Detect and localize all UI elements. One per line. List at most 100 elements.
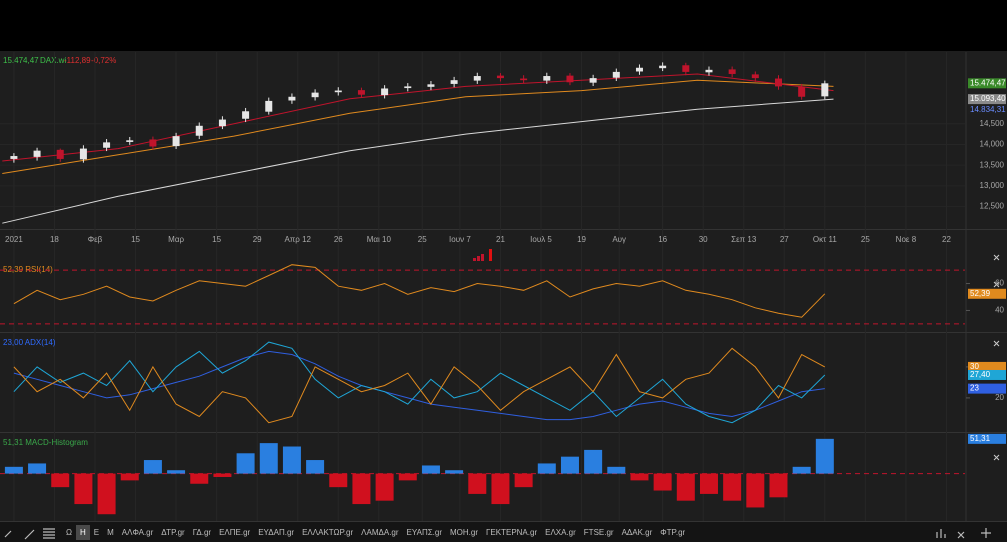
histogram-bar [329,473,348,488]
header: 15.474,47 DAX.wi -112,89 -0,72% [3,56,116,65]
histogram-bar [375,473,394,501]
candle-body [265,100,273,112]
candle-body [612,71,620,78]
indicator-label: 51,31 MACD-Histogram [3,438,88,447]
tab[interactable]: ΓΕΚΤΕΡΝΑ.gr [486,528,538,537]
x-tick-label: 15 [212,235,221,244]
histogram-bar [213,473,232,477]
tab[interactable]: ΔΤΡ.gr [161,528,185,537]
tab[interactable]: ΑΛΦΑ.gr [121,528,154,537]
x-tick-label: 19 [577,235,586,244]
histogram-bar [746,473,765,508]
price-tag [968,288,1006,299]
histogram-bar [815,438,834,474]
indicator-line [13,341,826,424]
candle-body [543,76,551,81]
candle-body [450,80,458,84]
tab[interactable]: ΕΛΧΑ.gr [545,528,576,537]
price-tag-label: 14.834,31 [970,105,1006,114]
x-tick-label: Μαι 10 [367,235,392,244]
x-tick-label: 2021 [5,235,23,244]
tab[interactable]: ΕΛΛΑΚΤΩΡ.gr [302,528,354,537]
x-tick-label: 22 [942,235,951,244]
tab[interactable]: ΕΛΠΕ.gr [219,528,251,537]
price-tag [968,104,1006,115]
price-tag-label: 15.093,40 [970,94,1006,103]
candle-body [473,76,481,81]
price-tag-label: 51,31 [970,434,991,443]
close-icons[interactable] [993,254,1000,461]
histogram-bar [306,460,325,474]
price-tag-label: 23 [970,384,979,393]
y-tick-label: 60 [995,279,1004,288]
histogram-bar [445,470,464,474]
tab[interactable]: ΕΥΑΠΣ.gr [406,528,443,537]
candle-body [728,69,736,74]
tab[interactable]: Η [75,525,90,540]
price-tag [968,361,1006,372]
histogram-bar [560,456,579,474]
x-tick-label: 29 [253,235,262,244]
tab[interactable]: ΑΔΑΚ.gr [621,528,653,537]
y-tick-label: 14,000 [980,140,1005,149]
x-tick-label: 26 [334,235,343,244]
tab[interactable]: ΦΤΡ.gr [660,528,686,537]
tab-bar: Ω Η Ε Μ ΑΛΦΑ.gr ΔΤΡ.gr ΓΔ.gr ΕΛΠΕ.gr ΕΥΔΑΠ.gr ΕΛΛ… [62,523,689,542]
top-bar [0,0,1007,51]
x-tick-label: Φεβ [88,235,103,244]
histogram-bar [630,473,649,481]
y-tick-label: 12,500 [980,202,1005,211]
moving-average [2,73,834,162]
tab[interactable]: ΓΔ.gr [192,528,212,537]
x-tick-label: 18 [50,235,59,244]
histogram-bar [352,473,371,505]
candle-body [10,156,18,159]
candle-body [218,119,226,127]
histogram-bar [769,473,788,498]
histogram-bar [4,466,23,474]
x-tick-label: 16 [658,235,667,244]
x-tick-label: 15 [131,235,140,244]
histogram-bar [28,463,47,474]
price-tag [968,383,1006,394]
candle-body [195,125,203,136]
candle-body [821,83,829,97]
moving-average [2,98,834,224]
histogram-bar [282,446,301,474]
y-tick-label: 13,000 [980,181,1005,190]
candle-body [334,90,342,93]
candle-body [520,78,528,81]
tab[interactable]: FTSE.gr [583,528,614,537]
tab[interactable]: Ω [66,528,72,537]
tab[interactable]: ΕΥΔΑΠ.gr [258,528,295,537]
price-tag [968,78,1006,89]
indicator-line [13,347,826,424]
candle-body [242,111,250,119]
indicator-line [13,350,825,421]
tab[interactable]: Ε [93,528,100,537]
y-tick-label: 20 [995,393,1004,402]
candle-body [79,148,87,160]
candle-body [33,150,41,157]
candle-body [311,92,319,98]
candle-body [496,75,504,79]
header-price: 15.474,47 [3,56,39,65]
candle-body [705,69,713,73]
x-tick-label: Οκτ 11 [813,235,837,244]
tab[interactable]: Μ [107,528,114,537]
candle-body [635,67,643,72]
candle-body [357,90,365,95]
histogram-bar [491,473,510,505]
tab[interactable]: ΜΟΗ.gr [450,528,479,537]
tab[interactable]: ΛΑΜΔΑ.gr [361,528,399,537]
x-tick-label: Αυγ [612,235,626,244]
histogram-bar [97,473,116,515]
toolbar-icons[interactable] [4,528,991,540]
y-tick-label: 13,500 [980,160,1005,169]
indicator-icon [473,249,492,261]
histogram-bar [74,473,93,505]
candle-body [56,149,64,159]
x-tick-label: Ιουν 7 [449,235,471,244]
histogram-bar [537,463,556,474]
